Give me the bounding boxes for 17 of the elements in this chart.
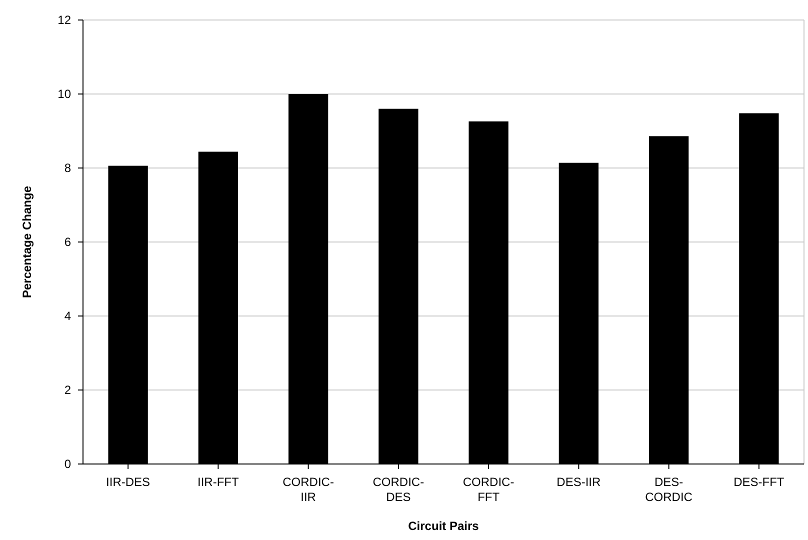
x-tick-label: DES-CORDIC: [645, 475, 693, 504]
x-tick-label: DES-FFT: [734, 475, 785, 489]
x-tick-label: CORDIC-IIR: [282, 475, 334, 504]
x-axis-title: Circuit Pairs: [408, 519, 480, 533]
x-tick-label: DES-IIR: [556, 475, 602, 489]
y-tick-label: 8: [64, 161, 72, 176]
y-axis-title: Percentage Change: [20, 186, 34, 298]
y-tick-label: 0: [64, 457, 72, 472]
x-tick-label: CORDIC-DES: [372, 475, 424, 504]
y-tick-label: 2: [64, 383, 72, 398]
y-tick-label: 4: [64, 309, 72, 324]
y-tick-label: 12: [58, 13, 72, 28]
x-tick-label: CORDIC-FFT: [462, 475, 514, 504]
x-tick-label: IIR-DES: [106, 475, 150, 489]
y-tick-label: 10: [58, 87, 72, 102]
y-tick-label: 6: [64, 235, 72, 250]
x-tick-label: IIR-FFT: [198, 475, 240, 489]
